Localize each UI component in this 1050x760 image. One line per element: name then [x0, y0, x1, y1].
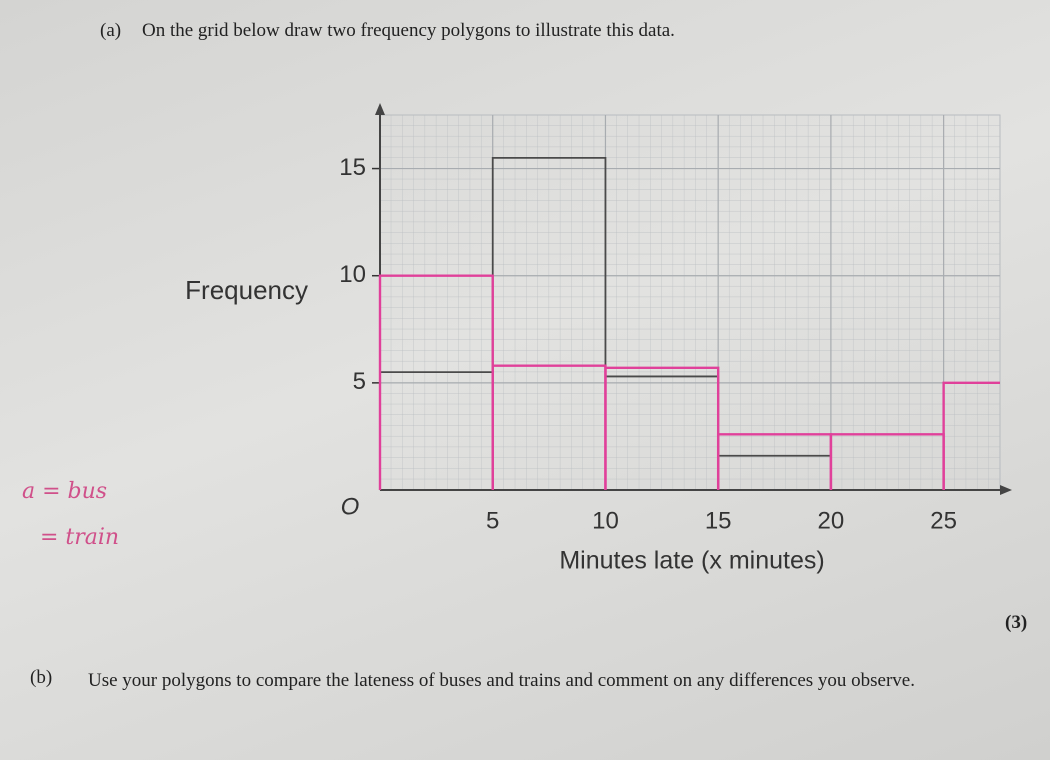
- x-tick-label: 10: [592, 507, 619, 534]
- y-tick-label: 5: [353, 368, 366, 395]
- y-axis-arrow: [375, 103, 385, 115]
- x-axis-label: Minutes late (x minutes): [559, 547, 824, 575]
- x-tick-label: 25: [930, 507, 957, 534]
- origin-label: O: [341, 493, 360, 520]
- x-tick-label: 20: [818, 507, 845, 534]
- part-a-text: On the grid below draw two frequency pol…: [142, 20, 675, 41]
- part-b-label: (b): [30, 667, 53, 688]
- part-a-label: (a): [100, 20, 122, 41]
- part-b-text: Use your polygons to compare the latenes…: [88, 670, 915, 691]
- handwritten-note: a = bus: [22, 479, 107, 504]
- marks: (3): [1005, 612, 1028, 633]
- step-segment: [942, 381, 1000, 490]
- y-axis-label: Frequency: [185, 275, 308, 305]
- handwritten-note: = train: [40, 525, 119, 550]
- x-axis-arrow: [1000, 485, 1012, 495]
- y-tick-label: 15: [339, 154, 366, 181]
- step-segment: [604, 366, 720, 490]
- x-tick-label: 15: [705, 507, 732, 534]
- x-tick-label: 5: [486, 507, 499, 534]
- y-tick-label: 10: [339, 261, 366, 288]
